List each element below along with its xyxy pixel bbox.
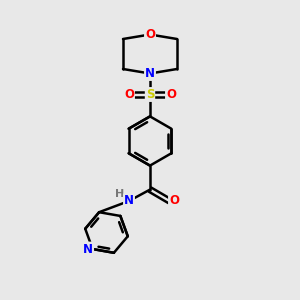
Text: N: N bbox=[145, 67, 155, 80]
Text: H: H bbox=[116, 189, 124, 200]
Text: N: N bbox=[83, 242, 93, 256]
Text: S: S bbox=[146, 88, 154, 101]
Text: O: O bbox=[169, 194, 179, 208]
Text: N: N bbox=[124, 194, 134, 208]
Text: O: O bbox=[124, 88, 134, 101]
Text: O: O bbox=[166, 88, 176, 101]
Text: O: O bbox=[145, 28, 155, 41]
